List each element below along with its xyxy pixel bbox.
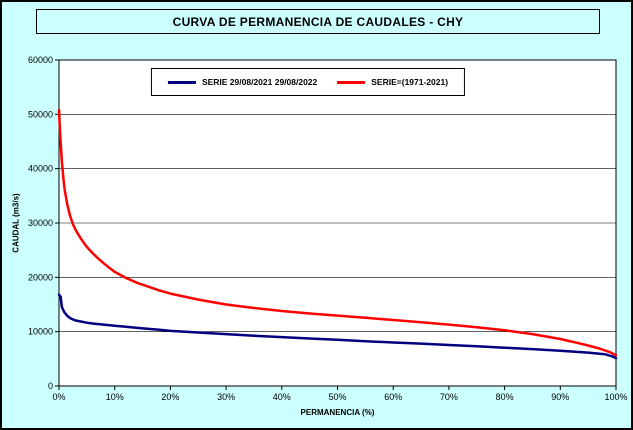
x-tick-label: 30% xyxy=(217,392,235,402)
x-tick-label: 100% xyxy=(604,392,627,402)
x-tick-label: 50% xyxy=(328,392,346,402)
x-tick-label: 10% xyxy=(106,392,124,402)
x-tick-label: 80% xyxy=(496,392,514,402)
series-line xyxy=(57,293,618,360)
x-tick-label: 70% xyxy=(440,392,458,402)
y-tick-label: 10000 xyxy=(28,327,53,337)
y-tick-label: 60000 xyxy=(28,55,53,65)
y-tick-label: 20000 xyxy=(28,272,53,282)
legend-line-swatch-blue xyxy=(167,80,196,84)
y-tick-label: 0 xyxy=(48,381,53,391)
chart-title-box: CURVA DE PERMANENCIA DE CAUDALES - CHY xyxy=(36,9,600,34)
chart-title: CURVA DE PERMANENCIA DE CAUDALES - CHY xyxy=(172,14,464,29)
x-tick-label: 60% xyxy=(384,392,402,402)
x-tick-label: 90% xyxy=(551,392,569,402)
y-axis-title: CAUDAL (m3/s) xyxy=(11,193,21,253)
legend-line-swatch-red xyxy=(337,80,366,84)
legend-item-serie-2021-2022: SERIE 29/08/2021 29/08/2022 xyxy=(167,77,318,87)
legend: SERIE 29/08/2021 29/08/2022 SERIE=(1971-… xyxy=(150,68,466,96)
x-tick-label: 40% xyxy=(273,392,291,402)
legend-label-serie-2021-2022: SERIE 29/08/2021 29/08/2022 xyxy=(201,77,318,87)
legend-label-serie-1971-2021: SERIE=(1971-2021) xyxy=(371,77,449,87)
x-axis-title: PERMANENCIA (%) xyxy=(300,408,375,417)
y-tick-label: 50000 xyxy=(28,109,53,119)
y-tick-label: 30000 xyxy=(28,218,53,228)
legend-item-serie-1971-2021: SERIE=(1971-2021) xyxy=(337,77,448,87)
x-tick-label: 0% xyxy=(52,392,65,402)
series-line xyxy=(57,108,618,357)
y-tick-label: 40000 xyxy=(28,164,53,174)
x-tick-label: 20% xyxy=(161,392,179,402)
